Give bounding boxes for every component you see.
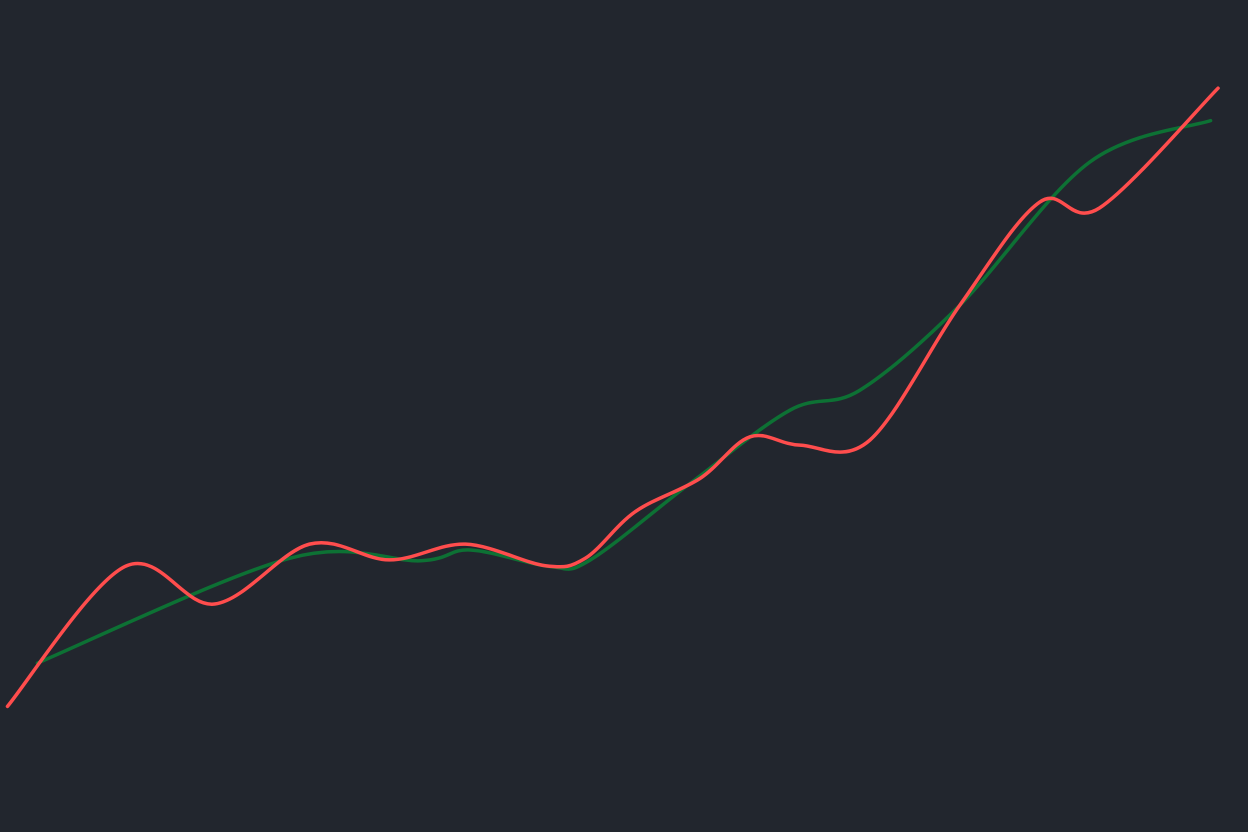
series-line-1 [35, 118, 1213, 665]
series-line-0 [5, 86, 1220, 709]
